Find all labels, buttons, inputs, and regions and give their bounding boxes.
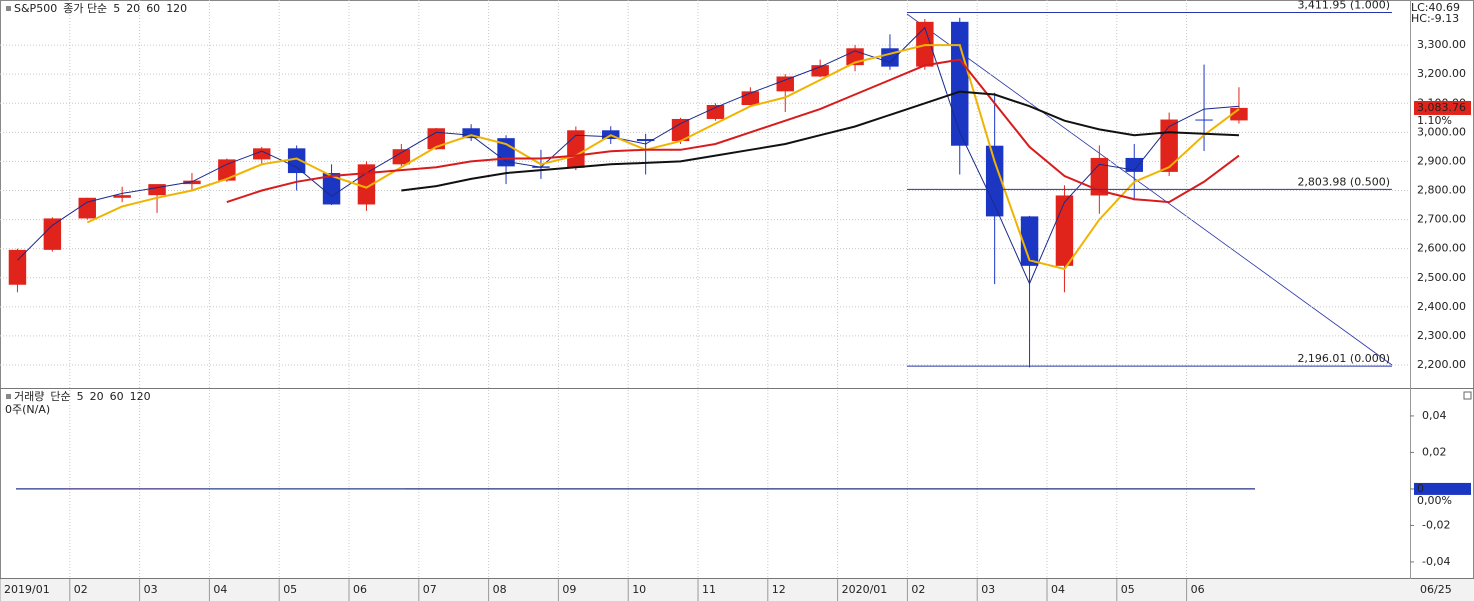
candle-body: [1020, 216, 1039, 266]
ma-line: [17, 26, 1240, 285]
x-tick-label: 08: [493, 583, 507, 596]
candle-body: [322, 173, 341, 205]
change-label: 1.10%: [1417, 114, 1452, 127]
candle-body: [776, 76, 794, 92]
y-tick-label: 3,300.00: [1417, 38, 1466, 51]
price-tag-label: 3,083.76: [1417, 101, 1466, 114]
legend-entry: 60: [110, 390, 124, 403]
legend-entry: 5: [113, 2, 120, 15]
x-tick-label: 04: [213, 583, 227, 596]
candle-body: [636, 139, 655, 142]
candle-body: [78, 197, 96, 219]
legend-entry: 60: [146, 2, 160, 15]
ma-line: [226, 58, 1240, 204]
legend-entry: 120: [166, 2, 187, 15]
ma-label: 종가 단순: [63, 2, 107, 15]
candle-body: [218, 159, 236, 181]
time-axis-bg: [0, 579, 1474, 601]
x-tick-label: 2019/01: [4, 583, 50, 596]
y-tick-label: 2,500.00: [1417, 271, 1466, 284]
candle-body: [462, 128, 480, 139]
legend-icon: [6, 6, 11, 11]
y-tick-label: 3,200.00: [1417, 67, 1466, 80]
candle-body: [183, 180, 201, 185]
pane-title: S&P500: [14, 2, 57, 15]
y-tick-label: 2,900.00: [1417, 154, 1466, 167]
value-tag: [1414, 482, 1471, 495]
candle-body: [985, 145, 1004, 217]
x-tick-label: 07: [423, 583, 437, 596]
x-tick-label: 05: [1121, 583, 1135, 596]
x-tick-label: 05: [283, 583, 297, 596]
x-tick-label: 10: [632, 583, 646, 596]
candle-body: [113, 195, 131, 198]
candle-body: [881, 48, 899, 67]
candle-body: [1230, 107, 1248, 121]
y-tick-label: 2,600.00: [1417, 242, 1466, 255]
candle-body: [1125, 157, 1143, 172]
pane-title: 거래량: [14, 390, 44, 403]
hc-label: HC:-9.13: [1411, 12, 1459, 25]
x-tick-label: 02: [911, 583, 925, 596]
candle-body: [253, 148, 271, 160]
legend-entry: 20: [90, 390, 104, 403]
x-tick-label: 04: [1051, 583, 1065, 596]
x-tick-label: 03: [981, 583, 995, 596]
candle-body: [148, 184, 166, 196]
lc-label: LC:40.69: [1411, 1, 1460, 14]
x-tick-label: 09: [562, 583, 576, 596]
change-label: 0,00%: [1417, 494, 1452, 507]
candle-body: [1055, 195, 1074, 266]
y-tick-label: 0,04: [1422, 409, 1447, 422]
price-tag: [1414, 100, 1471, 115]
y-tick-label: 2,400.00: [1417, 300, 1466, 313]
ma-line: [86, 44, 1240, 271]
last-date: 06/25: [1420, 583, 1452, 596]
fib-label: 2,196.01 (0.000): [1297, 352, 1390, 365]
y-tick-label: 2,700.00: [1417, 213, 1466, 226]
x-tick-label: 2020/01: [842, 583, 888, 596]
y-tick-label: 2,200.00: [1417, 358, 1466, 371]
candle-body: [1090, 157, 1109, 196]
y-tick-label: 2,300.00: [1417, 329, 1466, 342]
ma-label: 단순: [50, 390, 70, 403]
candle-body: [1195, 119, 1213, 121]
x-tick-label: 12: [772, 583, 786, 596]
candle-body: [392, 149, 411, 165]
y-tick-label: -0,02: [1422, 518, 1450, 531]
legend-icon: [6, 394, 11, 399]
candle-body: [43, 218, 62, 250]
ma-line: [401, 90, 1240, 192]
y-tick-label: 2,800.00: [1417, 184, 1466, 197]
candle-body: [811, 65, 829, 77]
y-tick-label: 3,000.00: [1417, 125, 1466, 138]
candle-body: [427, 128, 445, 150]
candle-body: [287, 148, 306, 174]
x-tick-label: 11: [702, 583, 716, 596]
x-tick-label: 06: [1191, 583, 1205, 596]
x-tick-label: 03: [144, 583, 158, 596]
candle-body: [671, 118, 690, 142]
legend-entry: 120: [130, 390, 151, 403]
value-tag-label: 0: [1417, 482, 1424, 495]
candle-body: [8, 249, 27, 285]
candle-body: [706, 104, 725, 119]
x-tick-label: 02: [74, 583, 88, 596]
legend-entry: 20: [126, 2, 140, 15]
fib-label: 3,411.95 (1.000): [1297, 0, 1390, 12]
close-button[interactable]: [1463, 391, 1472, 400]
x-tick-label: 06: [353, 583, 367, 596]
y-tick-label: -0,04: [1422, 555, 1450, 568]
candle-body: [1160, 119, 1178, 172]
volume-label: 0주(N/A): [5, 403, 50, 416]
legend-entry: 5: [77, 390, 84, 403]
y-tick-label: 0,02: [1422, 445, 1447, 458]
candle-body: [951, 21, 969, 146]
fib-label: 2,803.98 (0.500): [1297, 175, 1390, 188]
